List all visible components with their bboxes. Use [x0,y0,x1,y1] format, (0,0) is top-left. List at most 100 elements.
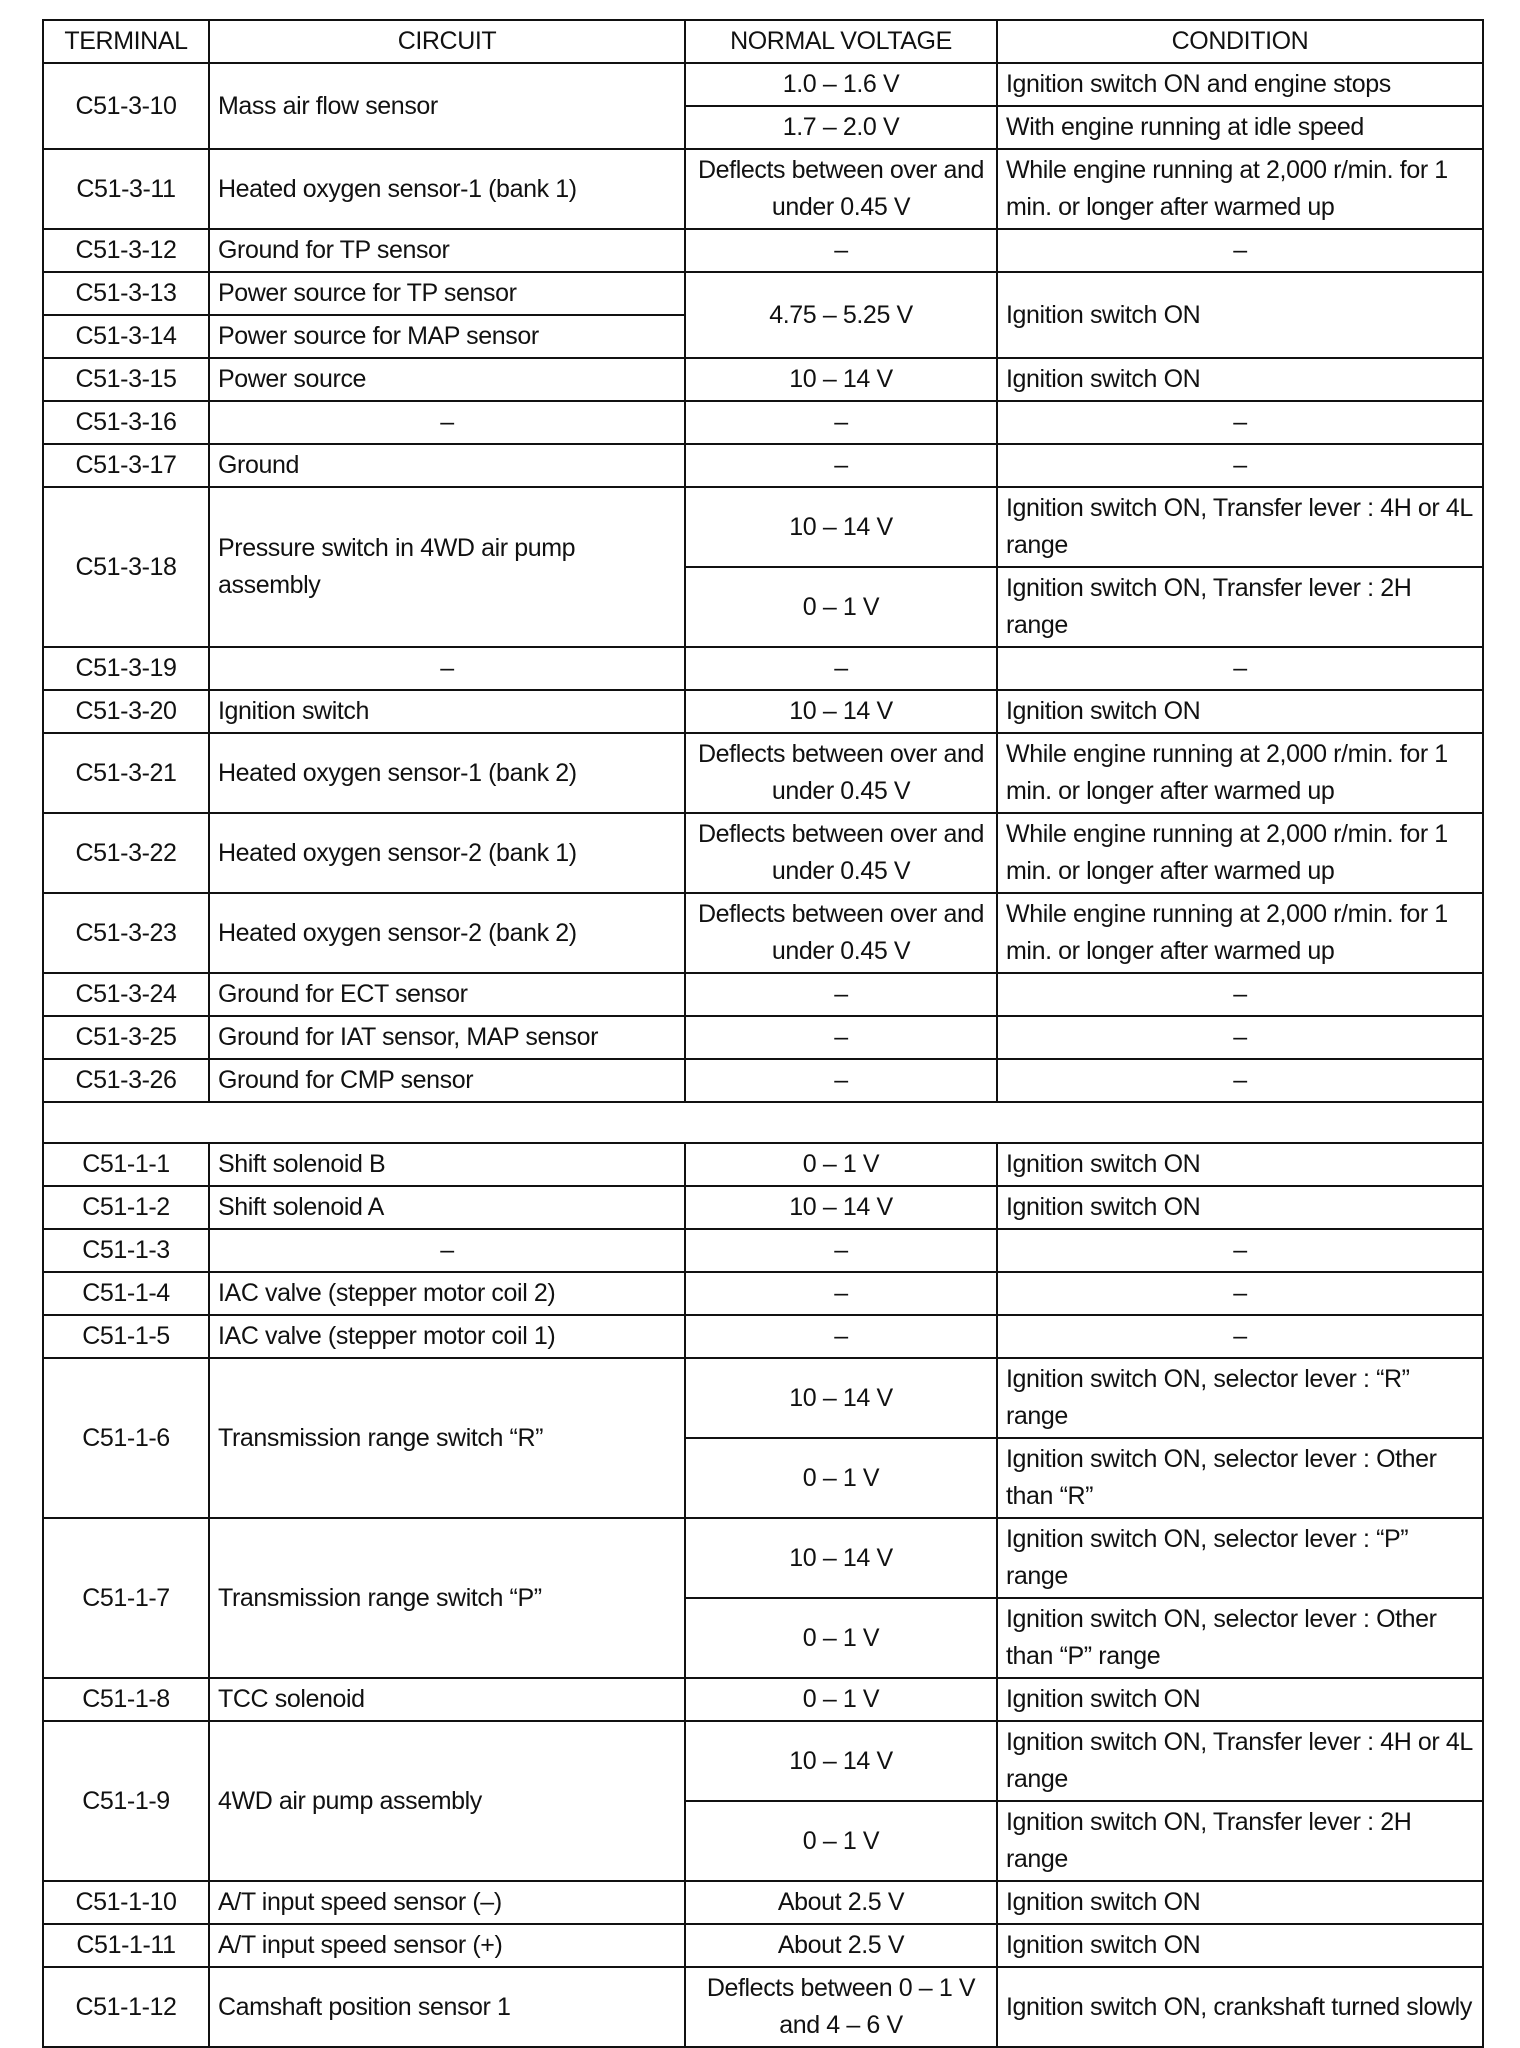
voltage-cell: Deflects between 0 – 1 V and 4 – 6 V [684,1966,998,2048]
voltage-cell: – [684,1228,998,1273]
condition-cell: Ignition switch ON [996,689,1484,734]
condition-cell: Ignition switch ON [996,1923,1484,1968]
table-row: C51-3-16– – – [42,400,1484,445]
condition-cell: – [996,1228,1484,1273]
terminal-cell: C51-3-26 [42,1058,210,1103]
table-row: C51-1-5 IAC valve (stepper motor coil 1) –… [42,1314,1484,1359]
table-row: C51-1-10 A/T input speed sensor (–) About … [42,1880,1484,1925]
terminal-cell: C51-3-17 [42,443,210,488]
terminal-cell: C51-1-6 [42,1357,210,1519]
header-normal-voltage: NORMAL VOLTAGE [684,19,998,64]
condition-cell: – [996,972,1484,1017]
voltage-cell: 0 – 1 V [684,1437,998,1519]
terminal-cell: C51-3-24 [42,972,210,1017]
terminal-cell: C51-1-7 [42,1517,210,1679]
voltage-cell: – [684,972,998,1017]
table-row: C51-1-7 Transmission range switch “P” 10 –… [42,1517,1484,1679]
circuit-cell: A/T input speed sensor (–) [208,1880,686,1925]
circuit-cell: TCC solenoid [208,1677,686,1722]
separator-cell [42,1101,1484,1144]
voltage-cell: 10 – 14 V [684,1517,998,1599]
voltage-cell: About 2.5 V [684,1880,998,1925]
terminal-cell: C51-1-11 [42,1923,210,1968]
circuit-cell: IAC valve (stepper motor coil 2) [208,1271,686,1316]
header-circuit: CIRCUIT [208,19,686,64]
voltage-cell: 10 – 14 V [684,1185,998,1230]
voltage-cell: 0 – 1 V [684,1800,998,1882]
terminal-cell: C51-3-14 [42,314,210,359]
table-row: C51-3-14 Power source for MAP sensor [42,314,1483,359]
condition-cell: With engine running at idle speed [996,105,1484,150]
voltage-cell: 10 – 14 V [684,1720,998,1802]
voltage-cell: About 2.5 V [684,1923,998,1968]
terminal-cell: C51-3-12 [42,228,210,273]
condition-cell: Ignition switch ON, selector lever : “R”… [996,1357,1484,1439]
table-row: C51-3-12 Ground for TP sensor – – [42,228,1484,273]
terminal-cell: C51-1-9 [42,1720,210,1882]
terminal-cell: C51-1-3 [42,1228,210,1273]
table-row: C51-1-6 Transmission range switch “R” 10 –… [42,1357,1484,1519]
circuit-cell: Pressure switch in 4WD air pump assembly [208,486,686,648]
condition-cell: While engine running at 2,000 r/min. for… [996,812,1484,894]
circuit-cell: – [208,646,686,691]
circuit-cell: Ground for CMP sensor [208,1058,686,1103]
table-row: C51-3-21 Heated oxygen sensor-1 (bank 2) D… [42,732,1484,814]
circuit-cell: A/T input speed sensor (+) [208,1923,686,1968]
condition-cell: Ignition switch ON, selector lever : Oth… [996,1437,1484,1519]
condition-cell: – [996,1015,1484,1060]
condition-cell: Ignition switch ON [996,1185,1484,1230]
condition-cell: Ignition switch ON, selector lever : “P”… [996,1517,1484,1599]
circuit-cell: Power source for MAP sensor [208,314,686,359]
terminal-cell: C51-3-15 [42,357,210,402]
circuit-cell: Ignition switch [208,689,686,734]
header-condition: CONDITION [996,19,1484,64]
condition-cell: – [996,400,1484,445]
terminal-cell: C51-1-4 [42,1271,210,1316]
voltage-cell: Deflects between over and under 0.45 V [684,892,998,974]
table-row: C51-3-22 Heated oxygen sensor-2 (bank 1) D… [42,812,1484,894]
circuit-cell: Transmission range switch “P” [208,1517,686,1679]
condition-cell: Ignition switch ON, Transfer lever : 2H … [996,566,1484,648]
condition-cell: Ignition switch ON, Transfer lever : 2H … [996,1800,1484,1882]
voltage-cell: 1.7 – 2.0 V [684,105,998,150]
terminal-cell: C51-3-13 [42,271,210,316]
voltage-cell: 4.75 – 5.25 V [684,271,998,359]
voltage-cell: Deflects between over and under 0.45 V [684,732,998,814]
condition-cell: – [996,443,1484,488]
table-row: C51-1-3– – – [42,1228,1484,1273]
voltage-cell: – [684,400,998,445]
table-row: C51-3-19– – – [42,646,1484,691]
condition-cell: – [996,1058,1484,1103]
terminal-cell: C51-3-23 [42,892,210,974]
voltage-cell: 0 – 1 V [684,1677,998,1722]
table-row: C51-1-9 4WD air pump assembly 10 – 14 V Ign… [42,1720,1484,1882]
table-row: 1.7 – 2.0 V With engine running at idle s… [43,105,1484,150]
circuit-cell: Transmission range switch “R” [208,1357,686,1519]
terminal-cell: C51-3-10 [42,62,210,150]
terminal-cell: C51-1-8 [42,1677,210,1722]
voltage-cell: 1.0 – 1.6 V [684,62,998,107]
circuit-cell: Power source for TP sensor [208,271,686,316]
circuit-cell: Heated oxygen sensor-2 (bank 2) [208,892,686,974]
circuit-cell: Power source [208,357,686,402]
table-row: C51-3-24 Ground for ECT sensor – – [42,972,1484,1017]
table-row: C51-3-17 Ground – – [42,443,1484,488]
table-row: C51-3-20 Ignition switch 10 – 14 V Ignition… [42,689,1484,734]
condition-cell: While engine running at 2,000 r/min. for… [996,892,1484,974]
circuit-cell: – [208,1228,686,1273]
terminal-cell: C51-1-12 [42,1966,210,2048]
circuit-cell: Mass air flow sensor [208,62,686,150]
voltage-cell: – [684,1015,998,1060]
condition-cell: While engine running at 2,000 r/min. for… [996,732,1484,814]
voltage-cell: 0 – 1 V [684,566,998,648]
terminal-cell: C51-3-11 [42,148,210,230]
condition-cell: Ignition switch ON [996,1677,1484,1722]
table-row: C51-3-26 Ground for CMP sensor – – [42,1058,1484,1103]
voltage-cell: 10 – 14 V [684,1357,998,1439]
circuit-cell: Shift solenoid B [208,1142,686,1187]
header-terminal: TERMINAL [42,19,210,64]
condition-cell: Ignition switch ON [996,1880,1484,1925]
table-body: C51-3-10 Mass air flow sensor 1.0 – 1.6 V I… [42,62,1484,2048]
